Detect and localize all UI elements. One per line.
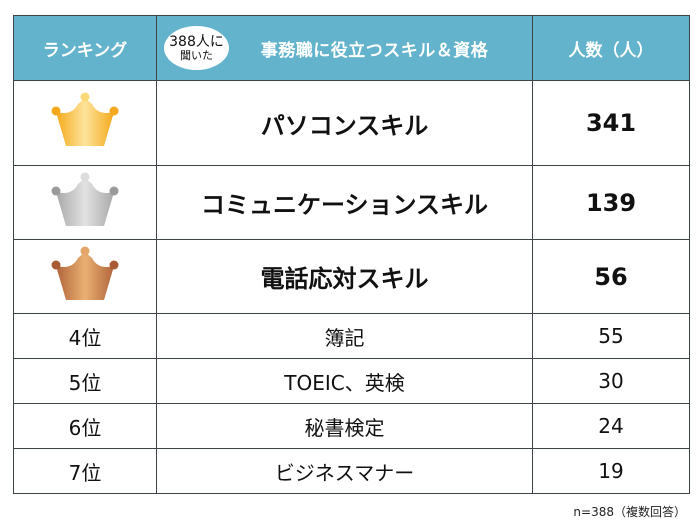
skill-header: 388人に 聞いた 事務職に役立つスキル＆資格 [156, 15, 533, 81]
count-cell: 341 [532, 80, 690, 166]
bubble-line1: 388人に [169, 33, 224, 50]
skill-cell: TOEIC、英検 [156, 358, 533, 404]
table-row: 5位 TOEIC、英検 30 [13, 358, 690, 404]
bronze-crown-icon [51, 246, 119, 300]
rank-cell [13, 239, 157, 314]
count-cell: 19 [532, 448, 690, 494]
count-header: 人数（人） [532, 15, 690, 81]
count-cell: 56 [532, 239, 690, 314]
rank-cell: 7位 [13, 448, 157, 494]
table-row: 6位 秘書検定 24 [13, 403, 690, 449]
table-row: パソコンスキル 341 [13, 80, 690, 166]
rank-header: ランキング [13, 15, 157, 81]
bubble-line2: 聞いた [180, 48, 213, 62]
rank-cell: 5位 [13, 358, 157, 404]
table-row: 電話応対スキル 56 [13, 239, 690, 314]
rank-cell [13, 165, 157, 240]
table-row: コミュニケーションスキル 139 [13, 165, 690, 240]
table-row: 7位 ビジネスマナー 19 [13, 448, 690, 494]
skill-cell: 簿記 [156, 313, 533, 359]
table-row: 4位 簿記 55 [13, 313, 690, 359]
skill-cell: 電話応対スキル [156, 239, 533, 314]
rank-cell: 4位 [13, 313, 157, 359]
count-cell: 24 [532, 403, 690, 449]
skill-cell: パソコンスキル [156, 80, 533, 166]
respondents-bubble: 388人に 聞いた [164, 26, 229, 70]
gold-crown-icon [51, 92, 119, 146]
rank-cell [13, 80, 157, 166]
rank-cell: 6位 [13, 403, 157, 449]
count-cell: 139 [532, 165, 690, 240]
count-cell: 30 [532, 358, 690, 404]
silver-crown-icon [51, 172, 119, 226]
skill-cell: ビジネスマナー [156, 448, 533, 494]
ranking-table: ランキング 388人に 聞いた 事務職に役立つスキル＆資格 人数（人） パソコン… [13, 15, 690, 494]
skill-cell: 秘書検定 [156, 403, 533, 449]
table-title: 事務職に役立つスキル＆資格 [260, 40, 489, 61]
sample-size-note: n=388（複数回答） [573, 505, 686, 519]
skill-cell: コミュニケーションスキル [156, 165, 533, 240]
header-row: ランキング 388人に 聞いた 事務職に役立つスキル＆資格 人数（人） [13, 15, 690, 81]
count-cell: 55 [532, 313, 690, 359]
